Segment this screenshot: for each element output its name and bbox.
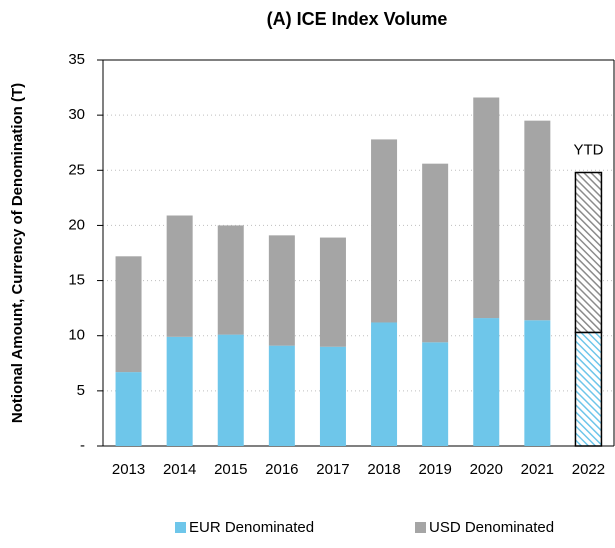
- bar-segment: [268, 345, 295, 446]
- bar-segment: [217, 334, 244, 446]
- x-tick-label: 2021: [521, 461, 554, 478]
- bar-segment: [524, 120, 551, 321]
- x-tick-label: 2019: [418, 461, 451, 478]
- y-tick-label: 10: [68, 327, 85, 344]
- x-tick-label: 2014: [163, 461, 196, 478]
- bar-segment: [115, 372, 142, 446]
- x-tick-label: 2013: [112, 461, 145, 478]
- bar-segment: [217, 225, 244, 335]
- bar-segment: [319, 237, 346, 347]
- bar-segment: [371, 139, 398, 323]
- chart-title: (A) ICE Index Volume: [267, 9, 448, 29]
- legend-label: USD Denominated: [429, 519, 554, 536]
- legend-label: EUR Denominated: [189, 519, 314, 536]
- y-tick-label: 35: [68, 51, 85, 68]
- x-tick-label: 2020: [470, 461, 503, 478]
- bar-segment: [422, 342, 449, 446]
- y-tick-label: 30: [68, 106, 85, 123]
- bar-segment: [166, 336, 193, 446]
- y-tick-label: 25: [68, 161, 85, 178]
- y-tick-label: 15: [68, 272, 85, 289]
- x-tick-label: 2016: [265, 461, 298, 478]
- bar-segment: [268, 235, 295, 346]
- y-tick-label: -: [80, 437, 85, 454]
- bar-segment: [319, 346, 346, 446]
- x-tick-label: 2018: [367, 461, 400, 478]
- annotation: YTD: [573, 141, 603, 158]
- legend-swatch: [415, 522, 426, 533]
- y-tick-label: 5: [77, 382, 85, 399]
- x-tick-label: 2017: [316, 461, 349, 478]
- legend-swatch: [175, 522, 186, 533]
- bar-segment: [574, 331, 603, 447]
- bar-segment: [574, 171, 603, 334]
- bar-segment: [473, 97, 500, 319]
- bar-segment: [115, 256, 142, 373]
- y-tick-label: 20: [68, 216, 85, 233]
- bar-segment: [524, 320, 551, 446]
- x-tick-label: 2022: [572, 461, 605, 478]
- bar-segment: [422, 163, 449, 343]
- bar-segment: [473, 318, 500, 446]
- x-tick-label: 2015: [214, 461, 247, 478]
- bar-segment: [371, 322, 398, 446]
- y-axis-label: Notional Amount, Currency of Denominatio…: [9, 83, 26, 423]
- bar-segment: [166, 215, 193, 337]
